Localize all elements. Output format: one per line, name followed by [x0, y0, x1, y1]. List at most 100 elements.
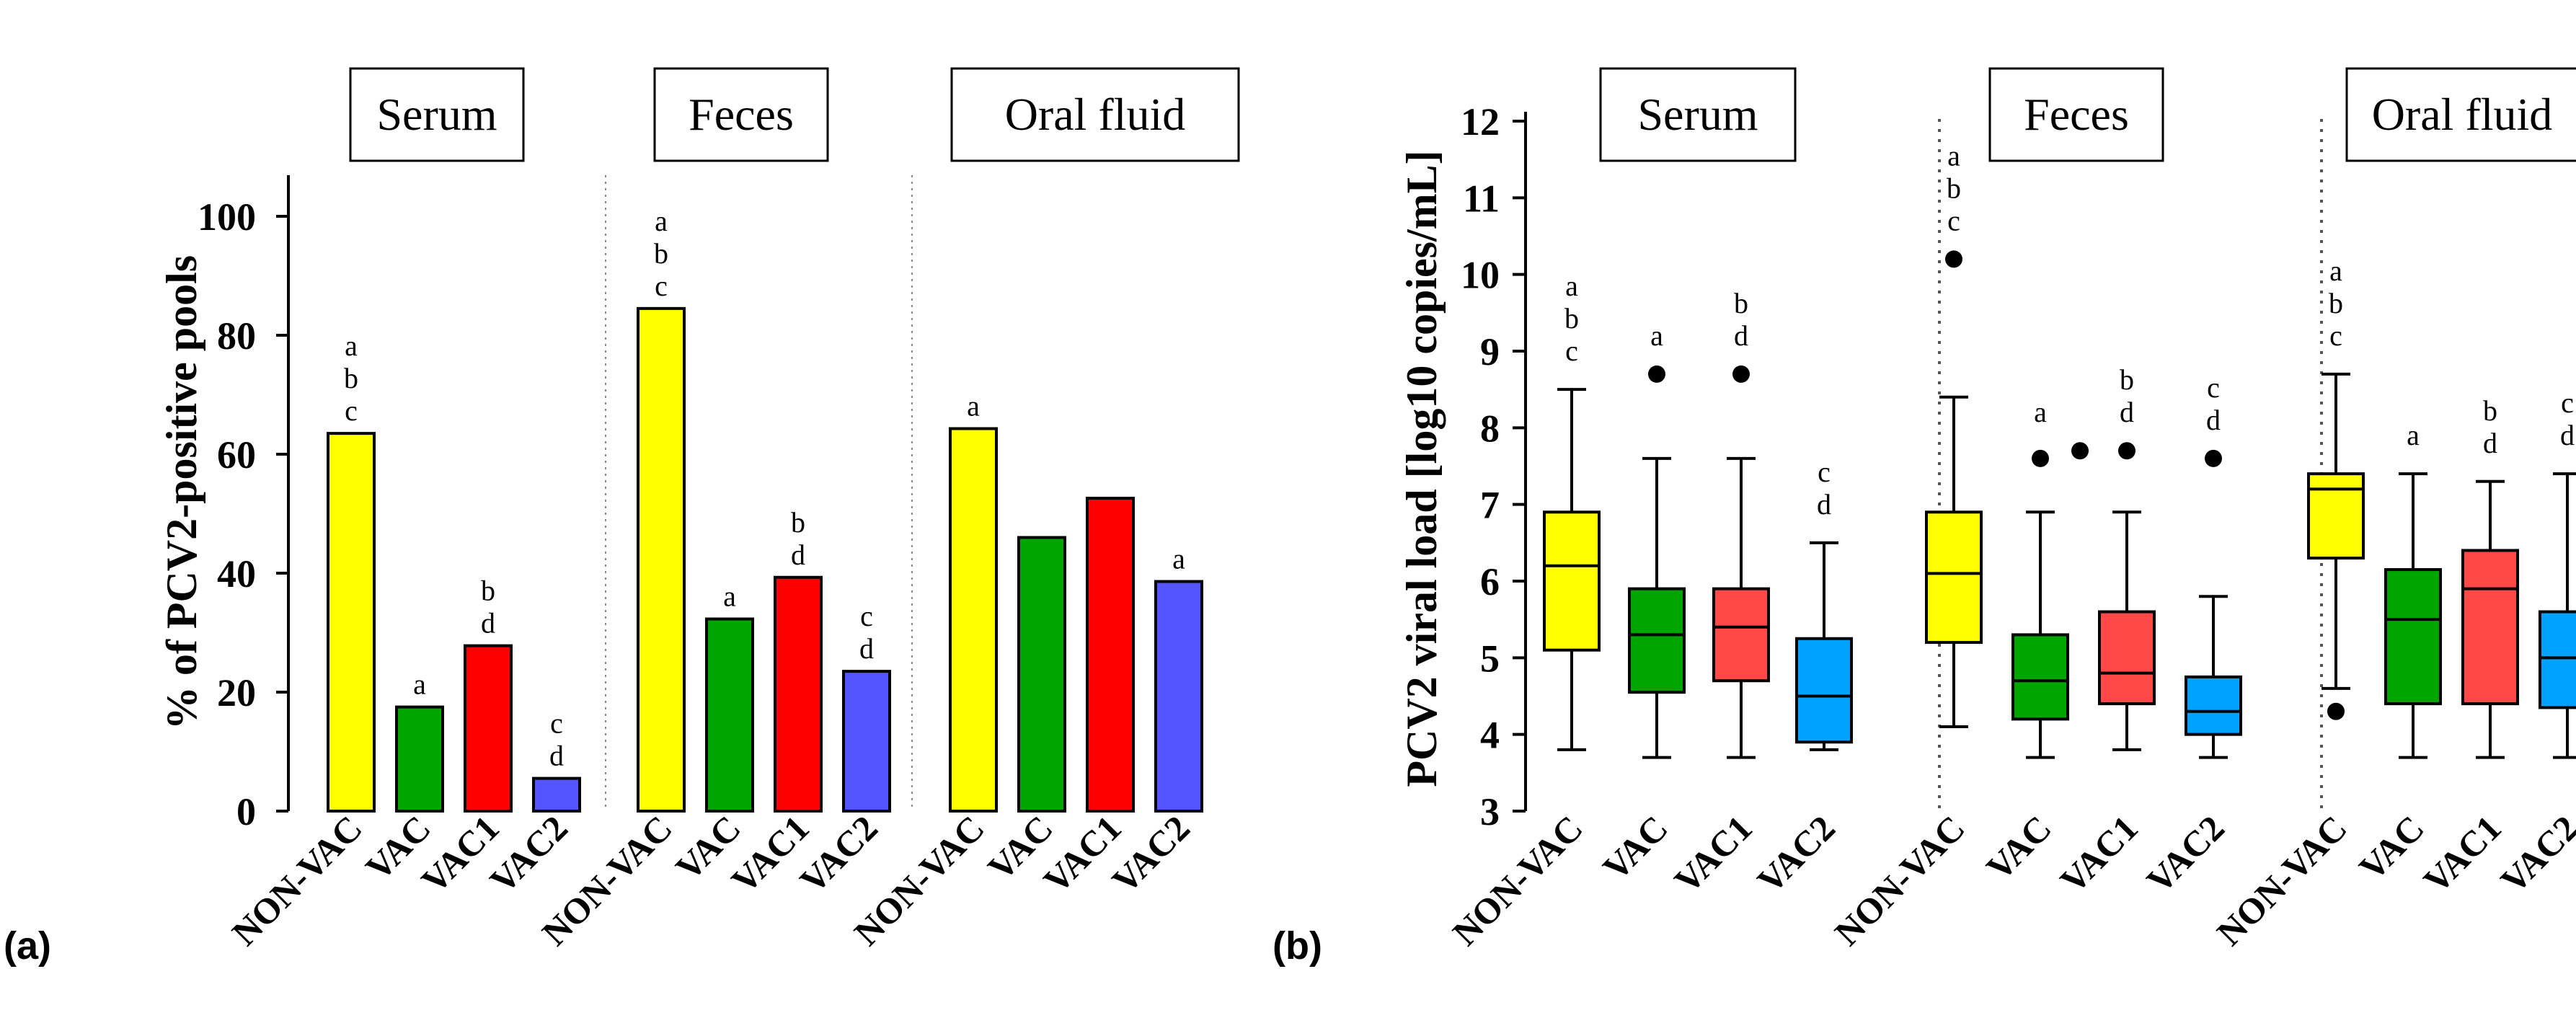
outlier-point-serum-vac — [1648, 365, 1665, 383]
significance-letter: a — [1565, 270, 1578, 302]
x-tick-label-vac1: VAC1 — [413, 807, 506, 900]
outlier-point-oral-fluid-non-vac — [2327, 702, 2345, 720]
panel-b-label: (b) — [1272, 924, 1322, 968]
significance-letter: b — [791, 506, 805, 539]
bar-oral-fluid-non-vac — [949, 427, 998, 813]
bar-serum-vac — [395, 705, 444, 813]
x-tick-label-vac1: VAC1 — [2052, 807, 2145, 900]
significance-letter: a — [1947, 139, 1960, 172]
significance-letter: a — [413, 668, 426, 701]
bar-feces-vac — [705, 617, 754, 813]
y-tick-label: 0 — [236, 790, 256, 833]
significance-letter: a — [1650, 319, 1663, 352]
bar-feces-vac2 — [842, 670, 891, 813]
x-tick-label-vac: VAC — [1595, 807, 1676, 888]
significance-letter: d — [1734, 319, 1748, 352]
box-feces-non-vac — [1925, 510, 1983, 645]
significance-letter: a — [967, 390, 980, 422]
x-tick-label-non-vac: NON-VAC — [1827, 807, 1973, 953]
significance-letter: b — [2329, 287, 2343, 319]
significance-letter: a — [1172, 543, 1185, 575]
outlier-point-feces-vac1 — [2118, 442, 2135, 460]
box-plot-group-dividers — [1938, 119, 2323, 811]
x-tick-label-vac2: VAC2 — [792, 807, 885, 900]
significance-letter: a — [2034, 396, 2047, 428]
x-tick-label-vac1: VAC1 — [723, 807, 816, 900]
group-label-box-oral-fluid — [950, 67, 1240, 162]
outlier-point-feces-non-vac — [1945, 250, 1962, 268]
y-tick-label: 100 — [198, 195, 256, 239]
group-label-feces: Feces — [2024, 89, 2129, 140]
significance-letter: d — [1817, 488, 1831, 521]
box-feces-vac2 — [2185, 675, 2242, 736]
group-label-oral-fluid: Oral fluid — [1005, 89, 1186, 140]
x-tick-label-vac: VAC — [1978, 807, 2059, 888]
bar-chart-x-tick-labels: NON-VACVACVAC1VAC2NON-VACVACVAC1VAC2NON-… — [224, 807, 1198, 953]
significance-letter: d — [2120, 396, 2134, 428]
group-label-box-feces — [653, 67, 829, 162]
significance-letter: b — [2483, 394, 2497, 427]
significance-letter: d — [2206, 404, 2221, 436]
x-tick-label-vac1: VAC1 — [2415, 807, 2508, 900]
bar-serum-non-vac — [327, 432, 376, 813]
box-oral-fluid-vac — [2384, 568, 2442, 706]
y-tick-label: 10 — [1461, 254, 1500, 297]
significance-letter: c — [550, 707, 563, 740]
bar-chart-y-ticks: 0 20 40 60 80 100 — [198, 195, 288, 833]
significance-letter: c — [860, 600, 873, 632]
group-label-box-feces — [1988, 67, 2164, 162]
significance-letter: b — [481, 575, 495, 607]
x-tick-label-vac2: VAC2 — [1749, 807, 1842, 900]
box-plot-y-ticks: 3 4 5 6 7 8 9 10 11 12 — [1461, 100, 1526, 833]
significance-letter: a — [723, 580, 736, 613]
box-serum-vac — [1628, 587, 1686, 694]
group-label-box-serum — [349, 67, 525, 162]
bar-chart-panel: % of PCV2-positive pools 0 20 40 60 80 100 Se… — [4, 67, 1240, 968]
bar-chart-group-dividers — [605, 175, 913, 811]
x-tick-label-vac2: VAC2 — [482, 807, 575, 900]
significance-letter: b — [1734, 287, 1748, 319]
y-tick-label: 9 — [1480, 330, 1500, 373]
significance-letter: c — [2207, 371, 2220, 404]
x-tick-label-vac2: VAC2 — [2138, 807, 2231, 900]
significance-letter: c — [1818, 456, 1831, 488]
box-plot-panel: PCV2 viral load [log10 copies/mL] 3 4 5 6 7 8… — [1272, 67, 2576, 968]
significance-letter: d — [2560, 419, 2575, 451]
significance-letter: d — [549, 740, 564, 772]
y-tick-label: 5 — [1480, 637, 1500, 680]
y-tick-label: 8 — [1480, 407, 1500, 450]
significance-letter: b — [1564, 302, 1579, 335]
significance-letter: c — [655, 270, 668, 302]
significance-letter: d — [2483, 427, 2497, 459]
y-tick-label: 3 — [1480, 790, 1500, 833]
box-serum-non-vac — [1543, 510, 1601, 652]
bar-chart-bars — [327, 306, 1203, 813]
box-feces-vac1 — [2098, 610, 2156, 706]
significance-letter: b — [344, 362, 358, 394]
y-tick-label: 40 — [217, 552, 256, 596]
box-oral-fluid-vac1 — [2461, 549, 2519, 706]
significance-letter: d — [791, 539, 805, 571]
box-plot-boxes — [1543, 250, 2576, 759]
y-tick-label: 7 — [1480, 484, 1500, 527]
significance-letter: d — [859, 632, 874, 665]
panel-a-label: (a) — [4, 924, 51, 968]
bar-oral-fluid-vac1 — [1086, 497, 1135, 813]
bar-oral-fluid-vac — [1017, 536, 1066, 813]
box-plot-group-labels: Serum Feces Oral fluid — [1599, 67, 2576, 162]
box-serum-vac1 — [1712, 587, 1770, 683]
box-feces-vac — [2011, 633, 2069, 721]
x-tick-label-vac2: VAC2 — [2492, 807, 2576, 900]
y-tick-label: 6 — [1480, 560, 1500, 603]
group-label-box-serum — [1599, 67, 1797, 162]
significance-letter: b — [1947, 172, 1961, 204]
x-tick-label-non-vac: NON-VAC — [1445, 807, 1590, 953]
significance-letter: b — [2120, 363, 2134, 396]
outlier-point-feces-vac — [2032, 449, 2049, 467]
y-tick-label: 12 — [1461, 100, 1500, 143]
significance-letter: c — [2561, 386, 2574, 419]
outlier-point-serum-vac1 — [1732, 365, 1750, 383]
